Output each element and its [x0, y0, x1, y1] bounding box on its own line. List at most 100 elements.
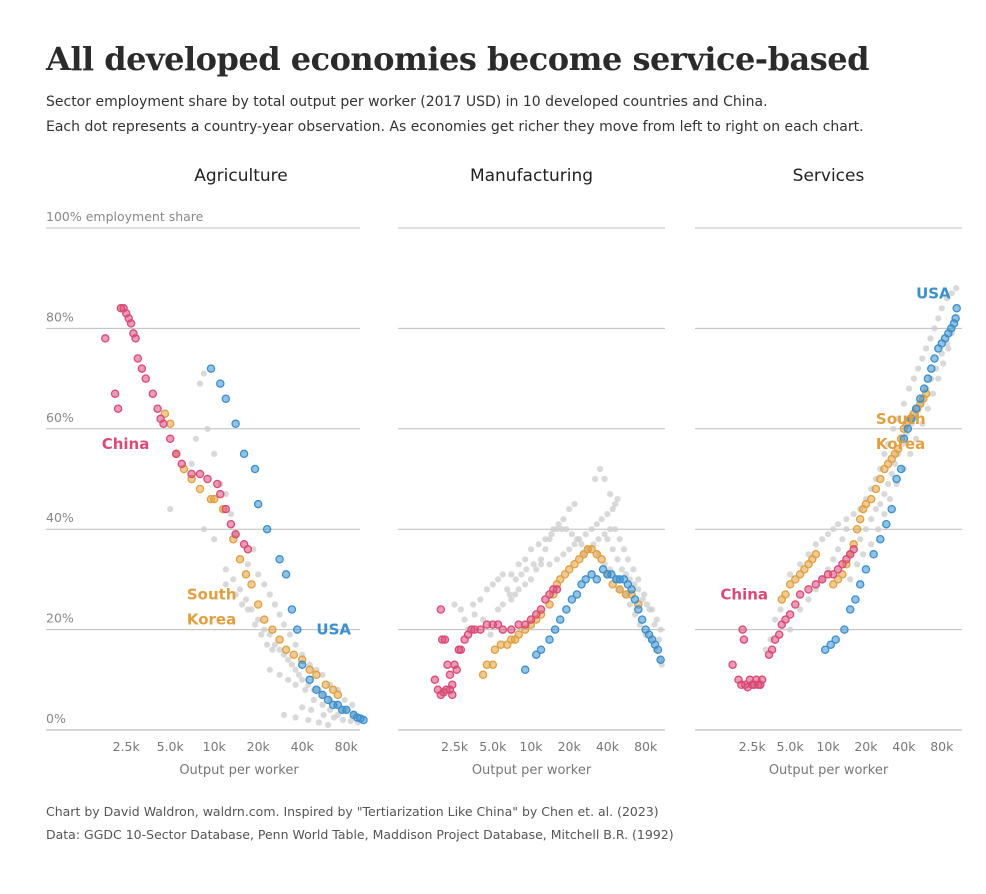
x-tick-label: 5.0k [777, 739, 805, 754]
point-usa [627, 585, 636, 594]
point-south-korea [564, 565, 574, 574]
point-south-korea [592, 550, 602, 559]
point-other-countries [919, 355, 926, 362]
point-usa [903, 424, 913, 434]
x-axis-label: Output per worker [472, 763, 592, 778]
point-south-korea [785, 580, 795, 589]
point-other-countries [641, 591, 648, 598]
point-other-countries [639, 596, 646, 603]
point-other-countries [881, 450, 888, 457]
point-south-korea [260, 615, 269, 624]
series-other-countries [167, 370, 361, 729]
series-label-china: China [720, 585, 768, 603]
point-other-countries [222, 581, 229, 588]
series-label-line: USA [916, 284, 951, 302]
point-other-countries [630, 566, 637, 573]
point-usa [820, 645, 830, 654]
point-other-countries [563, 526, 570, 533]
point-other-countries [935, 315, 942, 322]
series-label-usa: USA [916, 284, 951, 302]
point-other-countries [522, 581, 529, 588]
point-south-korea [876, 474, 885, 484]
x-tick-label: 80k [930, 739, 954, 754]
point-other-countries [624, 556, 632, 563]
point-other-countries [560, 516, 567, 523]
point-other-countries [592, 475, 599, 483]
point-other-countries [276, 671, 283, 678]
point-other-countries [242, 596, 250, 603]
point-other-countries [489, 581, 496, 588]
point-china [126, 319, 136, 328]
x-tick-label: 20k [247, 739, 271, 754]
point-china [148, 389, 158, 398]
point-china [531, 610, 541, 619]
point-other-countries [280, 711, 288, 719]
point-usa [896, 464, 906, 474]
point-south-korea [861, 499, 871, 509]
point-usa [587, 570, 596, 579]
point-china [520, 620, 530, 629]
point-china [791, 600, 800, 609]
point-other-countries [834, 546, 842, 553]
point-south-korea [289, 650, 299, 659]
point-usa [312, 685, 321, 695]
point-other-countries [537, 556, 545, 563]
point-other-countries [499, 601, 506, 608]
point-usa [293, 625, 302, 634]
point-other-countries [508, 571, 515, 578]
point-china [231, 529, 240, 539]
point-china [448, 690, 457, 700]
point-south-korea [828, 580, 838, 589]
point-other-countries [255, 571, 262, 578]
series-other-countries [451, 465, 665, 668]
series-label-usa: USA [316, 621, 351, 639]
point-other-countries [320, 711, 327, 719]
point-other-countries [347, 717, 354, 725]
series-china [728, 545, 858, 692]
point-china [738, 625, 747, 634]
point-other-countries [542, 536, 549, 543]
point-usa [892, 474, 901, 484]
point-usa [951, 314, 960, 323]
point-other-countries [953, 285, 960, 292]
panel-manufacturing: Manufacturing 2.5k 5.0k 10k 20k 40k 80k Output … [398, 166, 665, 778]
x-tick-label: 2.5k [441, 739, 469, 754]
point-other-countries [537, 561, 545, 568]
point-other-countries [515, 586, 522, 593]
point-china [101, 334, 110, 343]
series-label-line: USA [316, 621, 351, 639]
point-usa [634, 605, 643, 614]
point-other-countries [653, 616, 660, 623]
point-other-countries [847, 576, 854, 583]
point-usa [861, 565, 871, 574]
point-other-countries [330, 714, 338, 721]
point-other-countries [546, 561, 553, 568]
point-other-countries [915, 365, 922, 372]
point-south-korea [615, 585, 624, 594]
point-south-korea [555, 575, 565, 584]
point-other-countries [830, 556, 837, 563]
point-south-korea [488, 660, 498, 669]
point-other-countries [299, 704, 306, 711]
point-usa [545, 635, 554, 644]
point-usa [952, 304, 961, 313]
point-other-countries [923, 345, 930, 352]
point-china [141, 374, 150, 383]
point-other-countries [461, 616, 468, 623]
point-other-countries [601, 531, 608, 538]
x-tick-label: 10k [816, 739, 840, 754]
point-other-countries [533, 566, 540, 573]
point-other-countries [269, 646, 276, 653]
point-south-korea [268, 625, 277, 634]
point-other-countries [527, 546, 535, 553]
point-other-countries [271, 641, 278, 648]
point-other-countries [862, 526, 870, 533]
point-usa [359, 715, 368, 725]
point-south-korea [209, 494, 219, 504]
point-usa [911, 404, 921, 413]
point-other-countries [797, 606, 804, 613]
point-china [226, 519, 236, 529]
point-usa [253, 499, 263, 509]
point-other-countries [609, 546, 616, 553]
series-label-line: South [187, 585, 237, 603]
